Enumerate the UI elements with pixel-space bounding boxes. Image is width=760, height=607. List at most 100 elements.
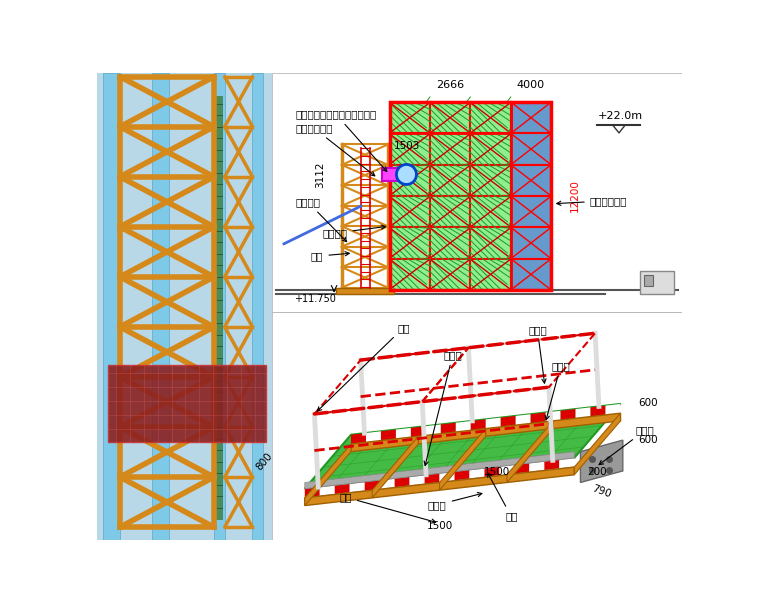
Polygon shape bbox=[380, 478, 394, 489]
Polygon shape bbox=[575, 407, 591, 418]
Text: 3112: 3112 bbox=[315, 162, 325, 188]
Text: 600: 600 bbox=[638, 435, 658, 444]
Bar bbox=[214, 96, 222, 520]
Bar bbox=[273, 73, 682, 311]
Polygon shape bbox=[305, 452, 575, 489]
Text: 1500: 1500 bbox=[426, 521, 453, 531]
Polygon shape bbox=[351, 433, 366, 444]
Bar bbox=[152, 73, 169, 540]
Polygon shape bbox=[561, 409, 575, 420]
Text: 1500: 1500 bbox=[484, 467, 511, 476]
Bar bbox=[470, 196, 511, 228]
Polygon shape bbox=[530, 461, 544, 472]
Bar bbox=[389, 102, 511, 290]
Text: 垂直爬梯: 垂直爬梯 bbox=[296, 197, 347, 242]
Polygon shape bbox=[320, 485, 334, 496]
Polygon shape bbox=[484, 466, 499, 477]
Polygon shape bbox=[559, 458, 575, 469]
Polygon shape bbox=[425, 473, 439, 484]
Polygon shape bbox=[454, 470, 470, 481]
Polygon shape bbox=[581, 440, 622, 483]
Polygon shape bbox=[439, 429, 486, 490]
Bar bbox=[389, 259, 430, 290]
Bar bbox=[389, 102, 430, 134]
Bar bbox=[336, 288, 394, 294]
Polygon shape bbox=[470, 468, 484, 479]
Text: 垂直通道与水平通道连接通道: 垂直通道与水平通道连接通道 bbox=[296, 109, 387, 171]
Polygon shape bbox=[305, 404, 620, 489]
Polygon shape bbox=[426, 424, 441, 435]
Bar bbox=[640, 271, 674, 294]
Text: 钢网片: 钢网片 bbox=[424, 350, 462, 466]
Bar bbox=[430, 164, 470, 196]
Bar bbox=[430, 196, 470, 228]
Text: 下栏杆: 下栏杆 bbox=[545, 361, 570, 420]
Polygon shape bbox=[470, 419, 486, 430]
Polygon shape bbox=[439, 472, 454, 483]
Bar bbox=[470, 164, 511, 196]
Polygon shape bbox=[501, 416, 516, 427]
Bar bbox=[511, 228, 551, 259]
Bar bbox=[382, 168, 397, 181]
Polygon shape bbox=[515, 463, 530, 474]
Polygon shape bbox=[410, 475, 425, 486]
Text: 纵梁: 纵梁 bbox=[340, 492, 435, 523]
Text: 12200: 12200 bbox=[570, 180, 580, 212]
Bar bbox=[644, 274, 653, 286]
Bar bbox=[389, 164, 430, 196]
Bar bbox=[389, 134, 430, 164]
Polygon shape bbox=[499, 465, 515, 476]
Text: 2666: 2666 bbox=[436, 80, 464, 90]
Polygon shape bbox=[394, 476, 410, 487]
Bar bbox=[470, 102, 511, 134]
Bar bbox=[97, 73, 273, 540]
Polygon shape bbox=[516, 414, 530, 425]
Text: 踢脚板: 踢脚板 bbox=[428, 492, 482, 510]
Text: 800: 800 bbox=[254, 451, 274, 472]
Bar bbox=[389, 228, 430, 259]
Text: 4000: 4000 bbox=[517, 80, 545, 90]
Text: 1503: 1503 bbox=[394, 141, 420, 151]
Bar bbox=[430, 134, 470, 164]
Bar bbox=[430, 102, 470, 134]
Bar bbox=[511, 102, 551, 134]
Polygon shape bbox=[396, 428, 411, 439]
Bar bbox=[470, 134, 511, 164]
Polygon shape bbox=[334, 484, 350, 495]
Polygon shape bbox=[486, 418, 501, 429]
Polygon shape bbox=[372, 436, 418, 498]
Polygon shape bbox=[507, 421, 553, 483]
Bar bbox=[273, 311, 682, 540]
Text: 200: 200 bbox=[587, 467, 607, 476]
Text: 过渡板: 过渡板 bbox=[599, 425, 654, 465]
Text: +22.0m: +22.0m bbox=[597, 111, 642, 121]
Polygon shape bbox=[366, 432, 381, 443]
Text: 附胎架件: 附胎架件 bbox=[322, 225, 385, 238]
Polygon shape bbox=[411, 426, 426, 437]
Polygon shape bbox=[441, 422, 456, 434]
Bar bbox=[389, 196, 430, 228]
Polygon shape bbox=[305, 467, 575, 506]
Bar bbox=[103, 73, 120, 540]
Bar bbox=[511, 196, 551, 228]
Bar bbox=[511, 134, 551, 164]
Polygon shape bbox=[591, 405, 606, 416]
Bar bbox=[511, 164, 551, 196]
Text: 檩梁: 檩梁 bbox=[488, 473, 518, 521]
Polygon shape bbox=[305, 487, 320, 498]
Polygon shape bbox=[350, 482, 365, 493]
Bar bbox=[252, 73, 263, 540]
Text: 600: 600 bbox=[638, 398, 658, 408]
Polygon shape bbox=[546, 411, 561, 422]
Bar bbox=[430, 228, 470, 259]
Polygon shape bbox=[365, 480, 380, 491]
Text: 胎架: 胎架 bbox=[311, 251, 350, 261]
Text: 上栏杆: 上栏杆 bbox=[528, 325, 547, 383]
Polygon shape bbox=[606, 404, 620, 415]
Polygon shape bbox=[305, 444, 351, 506]
Circle shape bbox=[397, 164, 416, 185]
Bar bbox=[109, 365, 266, 443]
Bar bbox=[389, 102, 551, 290]
Text: 790: 790 bbox=[591, 484, 613, 500]
Bar bbox=[389, 102, 511, 134]
